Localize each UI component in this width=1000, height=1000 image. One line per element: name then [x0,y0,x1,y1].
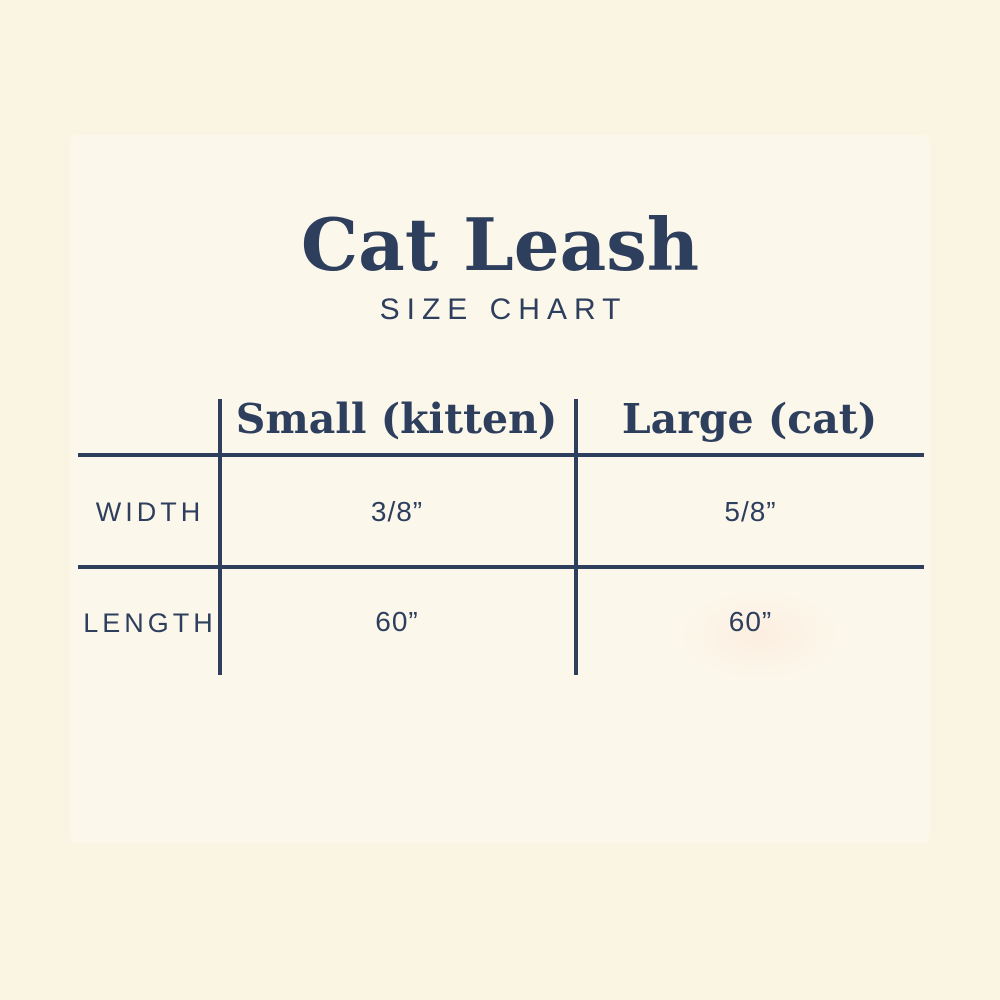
chart-card [70,135,930,843]
table-horizontal-divider-1 [78,453,924,457]
column-header-large: Large (cat) [621,395,878,443]
cell-width-small: 3/8” [370,496,424,527]
cell-length-small: 60” [375,606,419,637]
page-title: Cat Leash [300,202,700,287]
row-label-length: LENGTH [83,608,217,638]
cell-length-large: 60” [728,606,773,637]
page-subtitle: SIZE CHART [379,293,628,326]
cell-width-large: 5/8” [724,496,777,527]
table-vertical-divider-2 [574,399,578,675]
table-horizontal-divider-2 [78,565,924,569]
column-header-small: Small (kitten) [235,395,558,443]
table-vertical-divider-1 [218,399,222,675]
row-label-width: WIDTH [95,497,205,527]
